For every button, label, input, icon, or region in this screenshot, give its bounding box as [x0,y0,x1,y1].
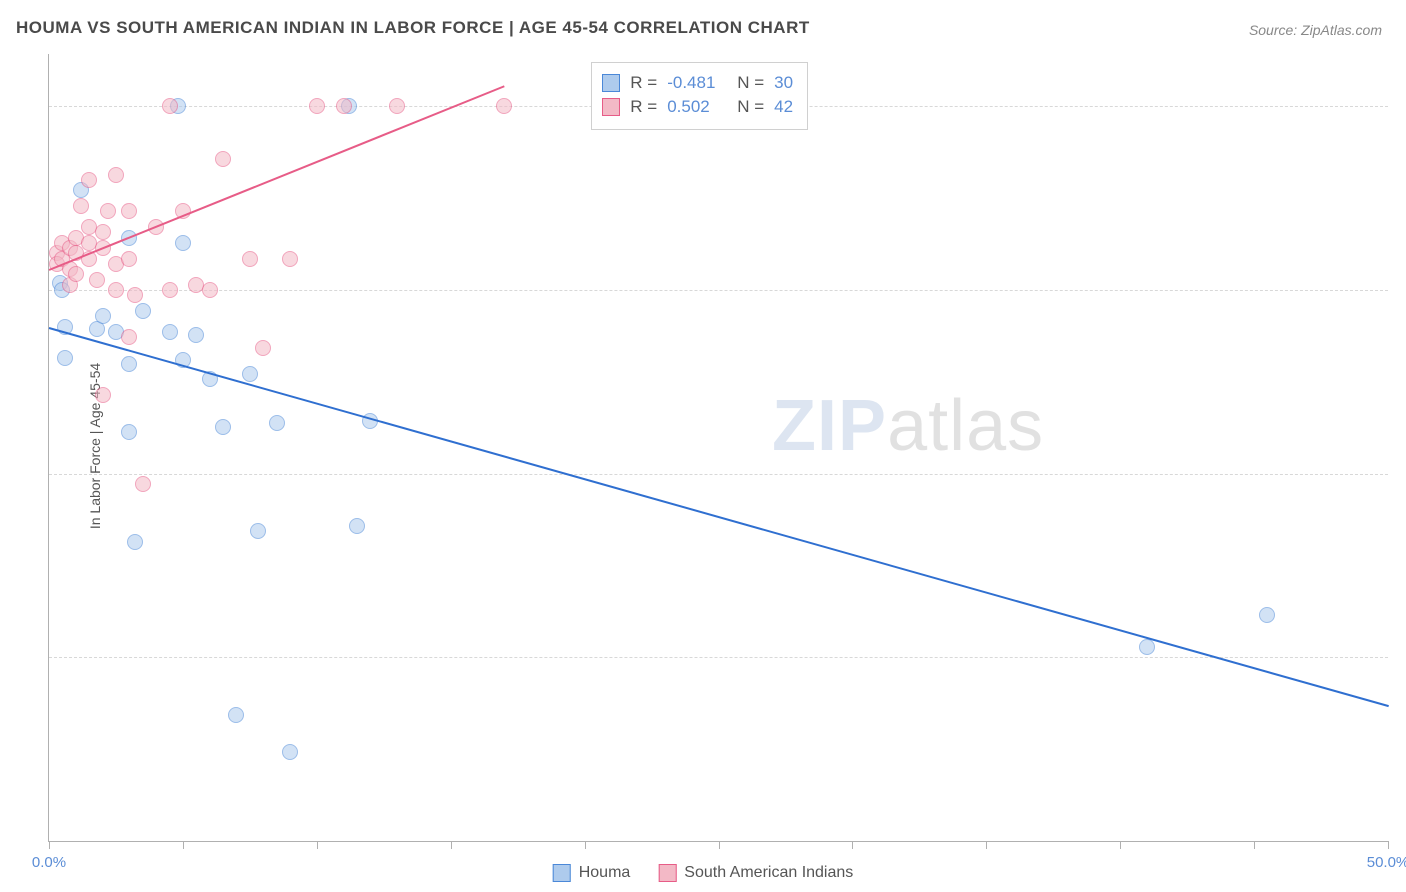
n-value: 30 [774,73,793,93]
y-tick-label: 82.5% [1396,282,1406,299]
scatter-point [496,98,512,114]
scatter-point [162,282,178,298]
scatter-point [127,534,143,550]
scatter-point [81,172,97,188]
scatter-point [228,707,244,723]
x-tick [1254,841,1255,849]
trend-line [49,327,1390,707]
scatter-point [135,476,151,492]
stats-row: R =-0.481N =30 [602,71,793,95]
stats-row: R =0.502N =42 [602,95,793,119]
scatter-point [202,282,218,298]
legend-label: Houma [579,864,631,882]
scatter-point [89,272,105,288]
scatter-point [121,356,137,372]
scatter-point [162,324,178,340]
x-tick [719,841,720,849]
scatter-point [215,419,231,435]
scatter-point [135,303,151,319]
scatter-point [68,266,84,282]
correlation-chart: HOUMA VS SOUTH AMERICAN INDIAN IN LABOR … [0,0,1406,892]
x-tick [1120,841,1121,849]
scatter-point [95,387,111,403]
scatter-point [349,518,365,534]
series-swatch [602,98,620,116]
scatter-point [121,424,137,440]
legend-item: South American Indians [658,864,853,882]
scatter-point [175,235,191,251]
source-link[interactable]: ZipAtlas.com [1301,22,1382,38]
x-tick [451,841,452,849]
scatter-point [100,203,116,219]
scatter-point [242,366,258,382]
scatter-point [1139,639,1155,655]
scatter-point [309,98,325,114]
x-tick [317,841,318,849]
plot-area: ZIPatlas 47.5%65.0%82.5%100.0%0.0%50.0%R… [48,54,1388,842]
legend-label: South American Indians [684,864,853,882]
scatter-point [389,98,405,114]
legend-swatch [553,864,571,882]
x-tick [585,841,586,849]
x-tick [49,841,50,849]
scatter-point [73,198,89,214]
y-tick-label: 47.5% [1396,649,1406,666]
x-tick [183,841,184,849]
correlation-stats-box: R =-0.481N =30R =0.502N =42 [591,62,808,130]
r-value: 0.502 [667,97,727,117]
x-tick [852,841,853,849]
gridline [49,657,1388,658]
scatter-point [127,287,143,303]
legend-swatch [658,864,676,882]
x-tick [986,841,987,849]
gridline [49,290,1388,291]
scatter-point [282,744,298,760]
y-tick-label: 65.0% [1396,465,1406,482]
scatter-point [95,308,111,324]
scatter-point [108,167,124,183]
scatter-point [269,415,285,431]
series-legend: Houma South American Indians [553,864,854,882]
scatter-point [1259,607,1275,623]
x-tick [1388,841,1389,849]
scatter-point [255,340,271,356]
x-tick-label: 0.0% [32,854,66,871]
watermark: ZIPatlas [772,385,1044,467]
n-value: 42 [774,97,793,117]
scatter-point [242,251,258,267]
source-attribution: Source: ZipAtlas.com [1249,22,1382,38]
chart-title: HOUMA VS SOUTH AMERICAN INDIAN IN LABOR … [16,18,810,38]
scatter-point [162,98,178,114]
scatter-point [57,350,73,366]
scatter-point [336,98,352,114]
scatter-point [215,151,231,167]
scatter-point [108,282,124,298]
x-tick-label: 50.0% [1367,854,1406,871]
legend-item: Houma [553,864,631,882]
scatter-point [121,203,137,219]
r-value: -0.481 [667,73,727,93]
series-swatch [602,74,620,92]
scatter-point [188,327,204,343]
scatter-point [121,251,137,267]
scatter-point [95,224,111,240]
scatter-point [121,329,137,345]
y-tick-label: 100.0% [1396,98,1406,115]
gridline [49,474,1388,475]
scatter-point [282,251,298,267]
scatter-point [250,523,266,539]
